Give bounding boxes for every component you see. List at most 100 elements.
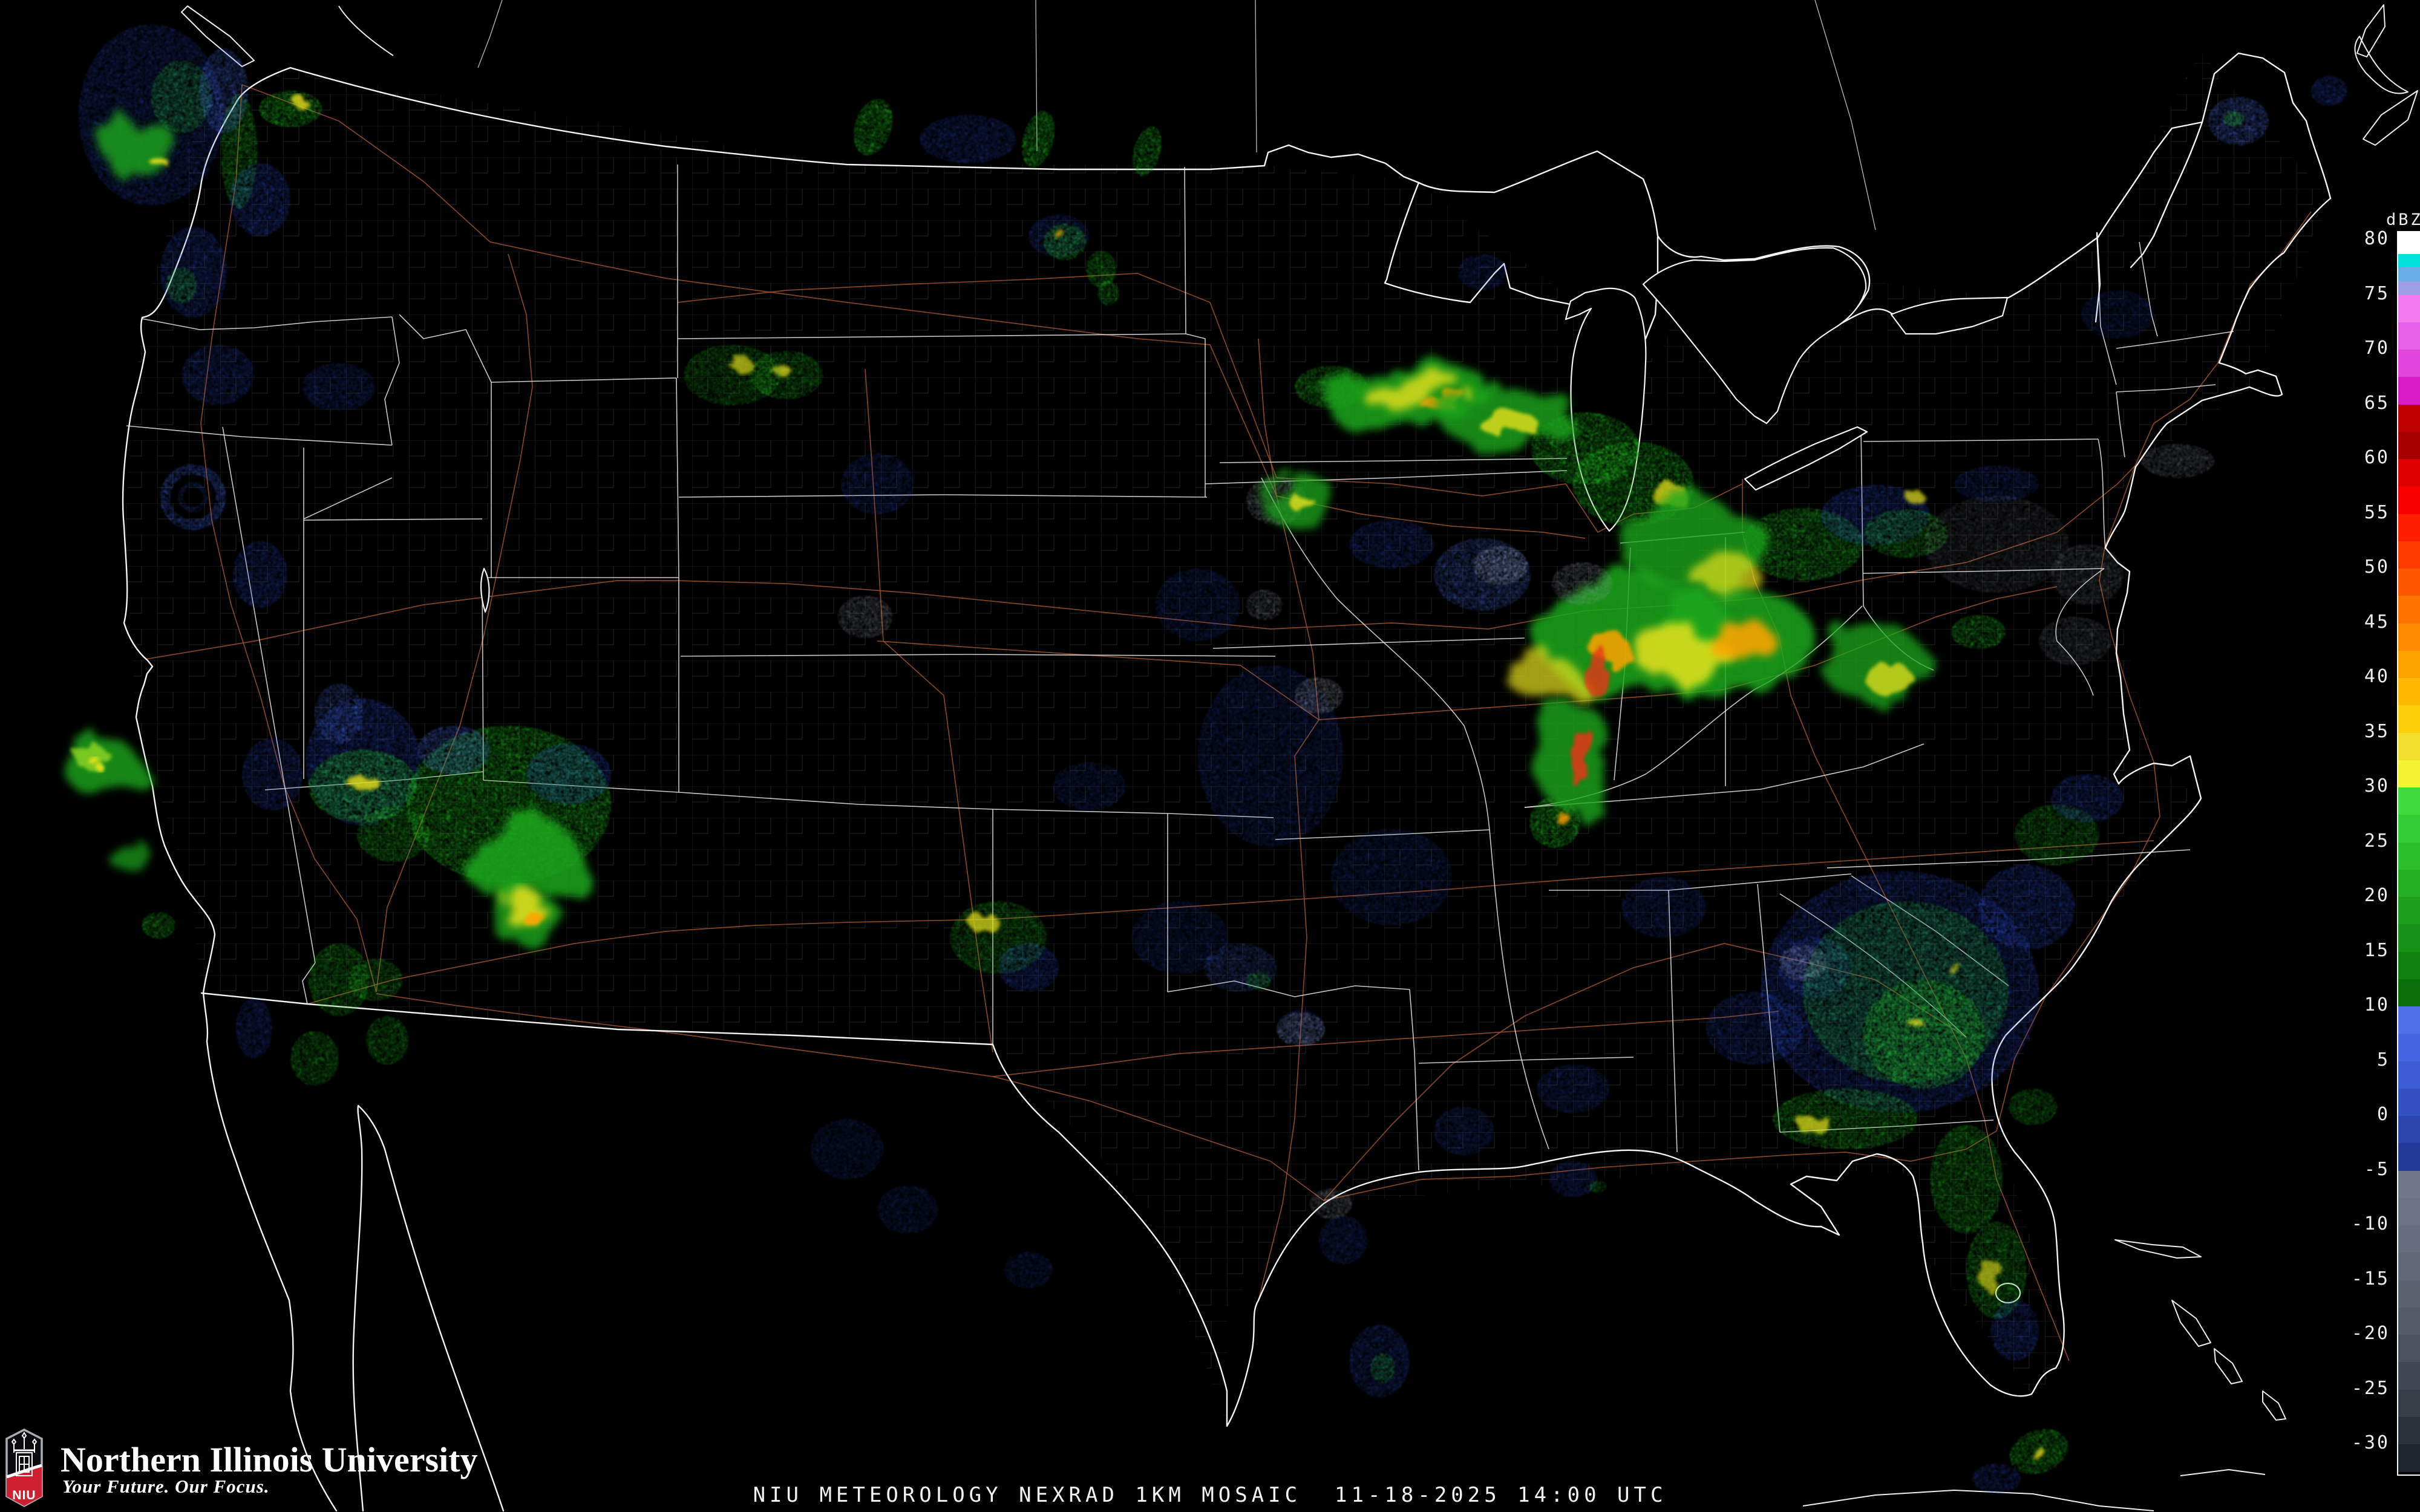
radar-echo-cell — [417, 726, 490, 774]
state-border — [1409, 989, 1419, 1171]
radar-echo-cell — [151, 60, 212, 133]
radar-echo-layer — [64, 24, 2347, 1494]
dbz-band — [2398, 486, 2420, 515]
radar-echo-cell — [1946, 963, 1963, 973]
radar-echo-cell — [1131, 901, 1228, 974]
radar-echo-cell — [366, 1016, 408, 1064]
state-border — [303, 518, 483, 521]
radar-echo-cell — [1156, 569, 1240, 641]
state-border — [1863, 438, 2099, 442]
dbz-band — [2398, 1280, 2420, 1308]
dbz-band — [2398, 1198, 2420, 1226]
radar-echo-cell — [1951, 615, 2006, 649]
radar-echo-cell — [1349, 520, 1434, 569]
radar-echo-cell — [1906, 491, 1924, 503]
radar-echo-cell — [1798, 1117, 1834, 1135]
dbz-band — [2398, 377, 2420, 405]
dbz-band — [2398, 869, 2420, 898]
dbz-band — [2398, 404, 2420, 432]
dbz-band — [2398, 732, 2420, 761]
dbz-color-scale — [2397, 231, 2420, 1476]
dbz-tick-label: 70 — [2364, 337, 2390, 359]
radar-echo-cell — [1983, 1258, 2001, 1294]
island-outline — [2262, 1390, 2286, 1421]
dbz-tick-label: 10 — [2364, 994, 2390, 1015]
radar-echo-cell — [160, 227, 227, 318]
road-line — [241, 84, 1586, 539]
radar-echo-cell — [1319, 1216, 1367, 1264]
radar-echo-cell — [290, 1031, 339, 1086]
radar-echo-cell — [1908, 1017, 1922, 1027]
state-border — [2116, 384, 2216, 393]
island-outline — [338, 5, 394, 56]
radar-echo-cell — [259, 91, 322, 127]
radar-echo-cell — [1549, 1161, 1597, 1198]
radar-echo-cell — [523, 912, 544, 927]
radar-echo-cell — [1930, 1125, 2003, 1234]
road-line — [307, 840, 2154, 1005]
radar-echo-cell — [1480, 412, 1535, 435]
dbz-tick-label: 15 — [2364, 939, 2390, 961]
dbz-tick-label: 35 — [2364, 720, 2390, 742]
dbz-band — [2398, 623, 2420, 651]
dbz-band — [2398, 295, 2420, 323]
radar-echo-cell — [1295, 366, 1367, 408]
dbz-band — [2398, 787, 2420, 816]
island-outline — [2363, 90, 2418, 146]
radar-echo-cell — [1978, 865, 2075, 950]
radar-echo-cell — [1458, 254, 1506, 290]
radar-echo-cell — [1473, 546, 1528, 585]
radar-echo-cell — [1434, 1107, 1494, 1155]
state-border — [303, 477, 393, 520]
radar-echo-cell — [106, 836, 148, 870]
dbz-tick-label: 65 — [2364, 392, 2390, 414]
radar-echo-cell — [1954, 466, 2039, 502]
dbz-scale-title: dBZ — [2386, 210, 2420, 229]
state-border — [1489, 829, 1549, 1150]
dbz-band — [2398, 1362, 2420, 1390]
dbz-band — [2398, 979, 2420, 1007]
radar-echo-cell — [2081, 290, 2154, 339]
radar-echo-cell — [92, 761, 104, 768]
niu-shield-icon: NIU — [5, 1429, 43, 1507]
radar-echo-cell — [166, 267, 197, 304]
dbz-tick-label: 25 — [2364, 830, 2390, 852]
dbz-band — [2398, 705, 2420, 734]
radar-echo-cell — [2311, 76, 2347, 106]
state-border — [2116, 331, 2234, 349]
coastline — [1384, 181, 1659, 340]
radar-echo-cell — [1779, 945, 1827, 981]
island-outline — [2356, 4, 2386, 57]
state-border — [483, 780, 1274, 818]
radar-echo-cell — [1044, 224, 1086, 260]
dbz-band — [2398, 1006, 2420, 1035]
radar-echo-cell — [2039, 617, 2111, 665]
dbz-band — [2398, 350, 2420, 378]
radar-echo-cell — [1133, 126, 1162, 176]
dbz-tick-label: 80 — [2364, 228, 2390, 249]
dbz-band — [2398, 897, 2420, 925]
niu-logo-block: NIU Northern Illinois University Your Fu… — [5, 1429, 549, 1512]
dbz-tick-label: 50 — [2364, 556, 2390, 578]
radar-echo-cell — [142, 912, 175, 939]
dbz-band — [2398, 569, 2420, 597]
radar-echo-cell — [1371, 1353, 1395, 1383]
state-borders-layer — [126, 0, 2234, 1171]
dbz-band — [2398, 281, 2420, 296]
radar-echo-cell — [230, 163, 290, 236]
state-border — [1167, 980, 1410, 997]
road-line — [200, 84, 377, 992]
university-tagline: Your Future. Our Focus. — [62, 1476, 270, 1497]
radar-echo-cell — [233, 541, 287, 608]
radar-echo-cell — [998, 943, 1059, 992]
radar-echo-cell — [357, 807, 430, 862]
radar-echo-cell — [1295, 677, 1343, 714]
radar-echo-cell — [1865, 663, 1913, 694]
island-outline — [2171, 1300, 2211, 1347]
radar-echo-cell — [2009, 1089, 2057, 1125]
dbz-band — [2398, 1116, 2420, 1144]
dbz-band — [2398, 541, 2420, 569]
radar-echo-cell — [315, 683, 363, 744]
coastline — [200, 466, 2202, 1427]
